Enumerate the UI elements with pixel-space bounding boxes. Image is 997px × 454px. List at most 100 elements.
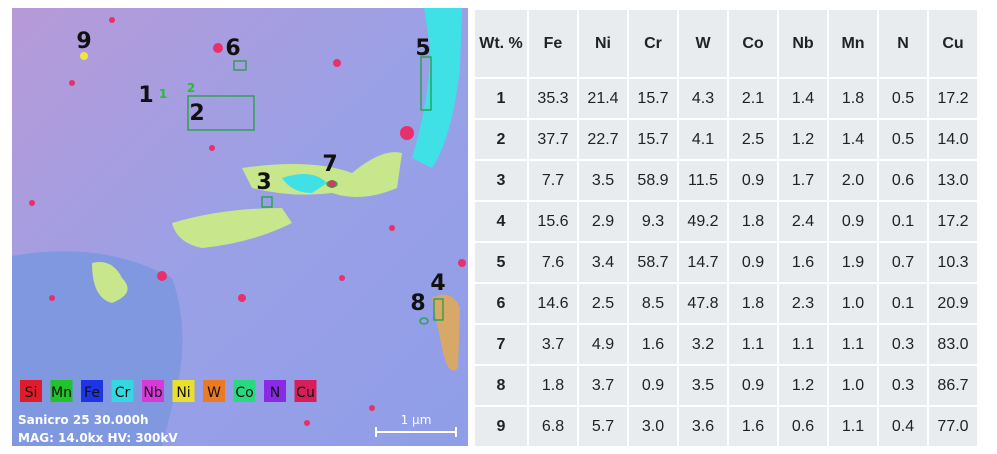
table-cell: 15.6 xyxy=(529,202,577,241)
table-cell: 3.5 xyxy=(679,366,727,405)
table-cell: 2.9 xyxy=(579,202,627,241)
table-cell: 9 xyxy=(475,407,527,446)
legend-label: Si xyxy=(25,385,38,401)
table-cell: 7.6 xyxy=(529,243,577,282)
table-row: 7 3.7 4.9 1.6 3.2 1.1 1.1 1.1 0.3 83.0 xyxy=(475,325,977,364)
table-cell: Cr xyxy=(629,10,677,77)
table-cell: 7 xyxy=(475,325,527,364)
table-cell: Co xyxy=(729,10,777,77)
legend-label: Mn xyxy=(51,385,72,401)
legend-label: Ni xyxy=(176,385,190,401)
table-cell: Fe xyxy=(529,10,577,77)
legend-swatch xyxy=(20,380,42,402)
table-cell: 58.7 xyxy=(629,243,677,282)
precipitates xyxy=(29,17,466,426)
table-cell: 1.6 xyxy=(629,325,677,364)
table-cell: 13.0 xyxy=(929,161,977,200)
table-row: 3 7.7 3.5 58.9 11.5 0.9 1.7 2.0 0.6 13.0 xyxy=(475,161,977,200)
table-cell: 3.7 xyxy=(529,325,577,364)
table-cell: 5.7 xyxy=(579,407,627,446)
table-cell: 9.3 xyxy=(629,202,677,241)
table-cell: 10.3 xyxy=(929,243,977,282)
legend-label: N xyxy=(270,385,280,401)
table-cell: Nb xyxy=(779,10,827,77)
info-text: Sanicro 25 30.000h xyxy=(18,413,149,427)
table-cell: 14.7 xyxy=(679,243,727,282)
table-cell: 0.6 xyxy=(879,161,927,200)
table-cell: 1.0 xyxy=(829,366,877,405)
legend-label: Fe xyxy=(84,385,100,401)
table-cell: Wt. % xyxy=(475,10,527,77)
table-cell: 77.0 xyxy=(929,407,977,446)
table-cell: 17.2 xyxy=(929,202,977,241)
table-cell: 1 xyxy=(475,79,527,118)
table-cell: 0.9 xyxy=(829,202,877,241)
table-cell: 7.7 xyxy=(529,161,577,200)
table-row: 2 37.7 22.7 15.7 4.1 2.5 1.2 1.4 0.5 14.0 xyxy=(475,120,977,159)
legend-label: Nb xyxy=(143,385,162,401)
table-cell: 1.1 xyxy=(829,407,877,446)
table-cell: 83.0 xyxy=(929,325,977,364)
region-marker: 3 xyxy=(256,170,271,195)
table-row: 1 35.3 21.4 15.7 4.3 2.1 1.4 1.8 0.5 17.2 xyxy=(475,79,977,118)
table-cell: 2 xyxy=(475,120,527,159)
table-cell: 6 xyxy=(475,284,527,323)
region-marker: 2 xyxy=(189,101,204,126)
table-cell: 35.3 xyxy=(529,79,577,118)
table-cell: 1.8 xyxy=(729,202,777,241)
table-cell: 3.0 xyxy=(629,407,677,446)
legend-swatch xyxy=(50,380,73,402)
table-cell: 0.3 xyxy=(879,366,927,405)
table-cell: 3 xyxy=(475,161,527,200)
table-cell: 2.5 xyxy=(579,284,627,323)
small-marker: 2 xyxy=(187,81,195,95)
region-marker: 8 xyxy=(410,291,425,316)
region-marker: 7 xyxy=(322,152,337,177)
table-cell: 0.7 xyxy=(879,243,927,282)
table-cell: 58.9 xyxy=(629,161,677,200)
table-cell: 37.7 xyxy=(529,120,577,159)
table-cell: 0.5 xyxy=(879,120,927,159)
table-cell: 5 xyxy=(475,243,527,282)
small-marker: 1 xyxy=(159,87,167,101)
table-cell: 0.6 xyxy=(779,407,827,446)
composition-table: Wt. % Fe Ni Cr W Co Nb Mn N Cu 1 35.3 21.4 15.7 4.3 2.1… xyxy=(473,8,979,448)
table-cell: 1.8 xyxy=(529,366,577,405)
table-cell: 1.2 xyxy=(779,366,827,405)
region-marker: 4 xyxy=(430,271,445,296)
table-cell: 14.0 xyxy=(929,120,977,159)
table-cell: 0.9 xyxy=(729,161,777,200)
table-cell: 6.8 xyxy=(529,407,577,446)
legend-swatch xyxy=(81,380,103,402)
table-cell: 3.6 xyxy=(679,407,727,446)
table-cell: 17.2 xyxy=(929,79,977,118)
table-cell: 86.7 xyxy=(929,366,977,405)
table-cell: 47.8 xyxy=(679,284,727,323)
legend-label: W xyxy=(207,385,221,401)
table-cell: 0.3 xyxy=(879,325,927,364)
region-marker: 9 xyxy=(76,29,91,54)
table-cell: 49.2 xyxy=(679,202,727,241)
table-cell: 3.5 xyxy=(579,161,627,200)
table-cell: 0.9 xyxy=(729,366,777,405)
table-cell: 1.1 xyxy=(729,325,777,364)
table-cell: 2.4 xyxy=(779,202,827,241)
legend-label: Cu xyxy=(296,385,315,401)
table-cell: Cu xyxy=(929,10,977,77)
table-row: 4 15.6 2.9 9.3 49.2 1.8 2.4 0.9 0.1 17.2 xyxy=(475,202,977,241)
table-cell: Mn xyxy=(829,10,877,77)
phase-region xyxy=(412,8,462,168)
table-cell: 15.7 xyxy=(629,79,677,118)
table-cell: 1.8 xyxy=(729,284,777,323)
table-cell: 0.9 xyxy=(729,243,777,282)
table-cell: 0.4 xyxy=(879,407,927,446)
table-cell: 15.7 xyxy=(629,120,677,159)
legend-swatch xyxy=(294,380,317,402)
table-row: 9 6.8 5.7 3.0 3.6 1.6 0.6 1.1 0.4 77.0 xyxy=(475,407,977,446)
eds-map: 9 6 5 1 2 3 7 48 1 2 Si Mn Fe Cr Nb Ni W Co N Cu Sanicro 2… xyxy=(12,8,468,446)
region-marker: 1 xyxy=(138,83,153,108)
table-cell: 1.8 xyxy=(829,79,877,118)
table-cell: 1.1 xyxy=(779,325,827,364)
table-cell: 1.7 xyxy=(779,161,827,200)
